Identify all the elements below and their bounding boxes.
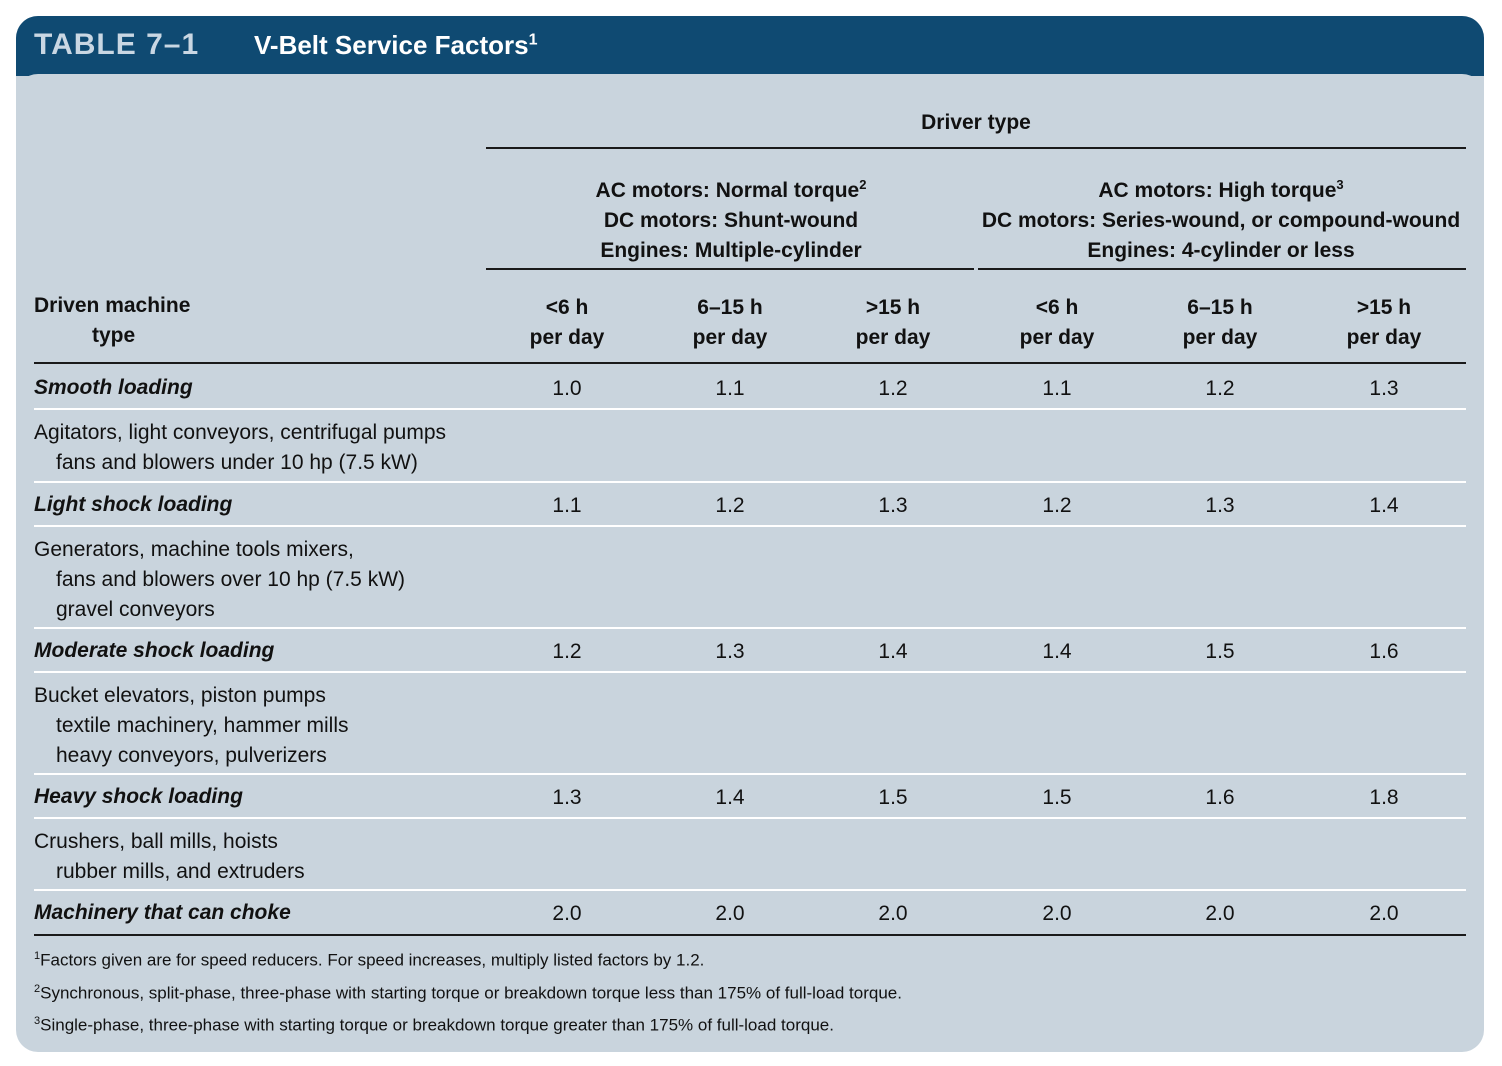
service-factor-cell: 1.3 [715, 640, 745, 663]
service-factor-cell: 2.0 [1369, 902, 1399, 925]
row-divider [34, 889, 1466, 891]
row-divider [34, 408, 1466, 410]
service-factor-cell: 2.0 [552, 902, 582, 925]
machine-description: Bucket elevators, piston pumps textile ma… [34, 684, 349, 767]
table-title: V-Belt Service Factors1 [254, 30, 538, 60]
machine-description: Agitators, light conveyors, centrifugal … [34, 421, 447, 474]
service-factor-cell: 1.3 [552, 786, 582, 809]
category-label: Smooth loading [34, 376, 193, 399]
service-factor-cell: 1.4 [1369, 494, 1399, 517]
column-header-1: <6 h per day [529, 296, 605, 349]
service-factor-cell: 1.5 [1042, 786, 1072, 809]
column-header-3: >15 h per day [855, 296, 931, 349]
service-factor-cell: 2.0 [1042, 902, 1072, 925]
row-divider [34, 817, 1466, 819]
service-factor-cell: 1.2 [1205, 377, 1235, 400]
service-factor-cell: 1.8 [1369, 786, 1399, 809]
service-factor-cell: 1.6 [1205, 786, 1235, 809]
service-factor-cell: 1.1 [1042, 377, 1072, 400]
column-header-6: >15 h per day [1346, 296, 1422, 349]
service-factor-cell: 1.2 [552, 640, 582, 663]
footnote-2: 2Synchronous, split-phase, three-phase w… [34, 983, 902, 1003]
service-factor-cell: 2.0 [1205, 902, 1235, 925]
row-divider [34, 525, 1466, 527]
row-divider [34, 481, 1466, 483]
service-factor-cell: 1.5 [1205, 640, 1235, 663]
category-label: Heavy shock loading [34, 785, 243, 808]
footnote-1: 1Factors given are for speed reducers. F… [34, 950, 705, 970]
service-factor-cell: 1.0 [552, 377, 582, 400]
category-label: Light shock loading [34, 493, 233, 516]
service-factor-cell: 1.3 [1205, 494, 1235, 517]
panel-top-curve [16, 74, 1484, 114]
footnote-3: 3Single-phase, three-phase with starting… [34, 1015, 834, 1035]
machine-description: Generators, machine tools mixers, fans an… [34, 538, 406, 621]
service-factor-cell: 1.1 [715, 377, 745, 400]
service-factor-cell: 1.3 [1369, 377, 1399, 400]
rule-driver-type [486, 147, 1466, 149]
service-factor-cell: 1.4 [1042, 640, 1072, 663]
driven-machine-header: Driven machine type [34, 294, 191, 347]
service-factor-cell: 1.5 [878, 786, 908, 809]
rule-group1 [486, 268, 974, 270]
category-label: Machinery that can choke [34, 901, 291, 924]
service-factor-cell: 2.0 [715, 902, 745, 925]
title-footnote-mark: 1 [528, 31, 538, 49]
row-divider [34, 627, 1466, 629]
service-factor-cell: 2.0 [878, 902, 908, 925]
service-factor-cell: 1.2 [878, 377, 908, 400]
row-divider [34, 773, 1466, 775]
service-factor-cell: 1.6 [1369, 640, 1399, 663]
table-panel: TABLE 7–1 V-Belt Service Factors1 Driver… [16, 16, 1484, 1052]
title-bar: TABLE 7–1 V-Belt Service Factors1 [16, 16, 1484, 76]
service-factor-cell: 1.4 [715, 786, 745, 809]
rule-header-bottom [34, 362, 1466, 364]
service-factor-cell: 1.1 [552, 494, 582, 517]
column-header-5: 6–15 h per day [1182, 296, 1258, 349]
driver-type-header: Driver type [921, 111, 1031, 134]
column-header-2: 6–15 h per day [692, 296, 768, 349]
category-label: Moderate shock loading [34, 639, 275, 662]
service-factor-cell: 1.2 [715, 494, 745, 517]
rule-group2 [978, 268, 1466, 270]
driver-group-normal-torque: AC motors: Normal torque2 DC motors: Shu… [595, 177, 867, 262]
service-factor-cell: 1.4 [878, 640, 908, 663]
machine-description: Crushers, ball mills, hoists rubber mills… [34, 830, 305, 883]
row-divider [34, 671, 1466, 673]
rule-table-bottom [34, 934, 1466, 936]
driver-group-high-torque: AC motors: High torque3 DC motors: Serie… [981, 177, 1461, 262]
column-header-4: <6 h per day [1019, 296, 1095, 349]
service-factor-cell: 1.3 [878, 494, 908, 517]
table-number: TABLE 7–1 [34, 28, 200, 61]
service-factor-cell: 1.2 [1042, 494, 1072, 517]
